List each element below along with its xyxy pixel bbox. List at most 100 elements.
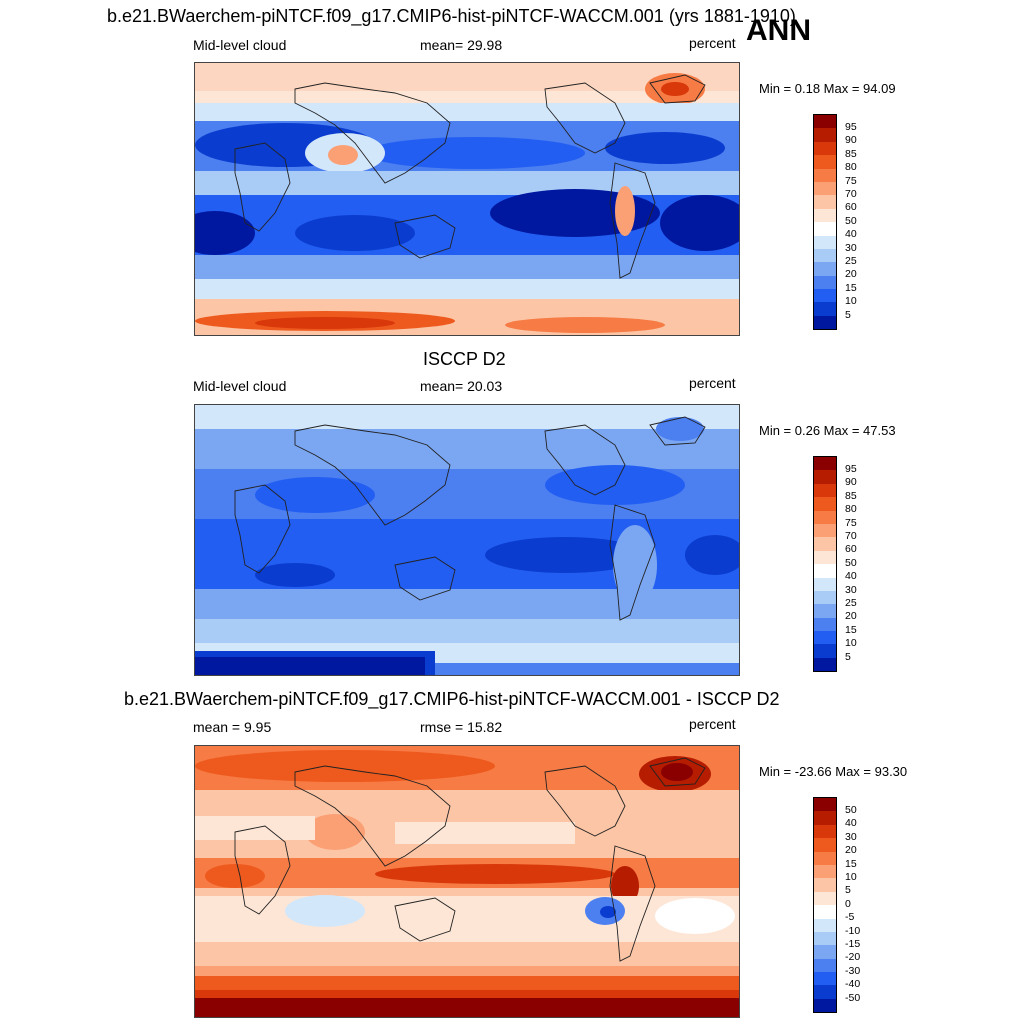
panel1-map <box>194 62 740 336</box>
colorbar-segment <box>814 128 836 142</box>
colorbar-segment <box>814 275 836 290</box>
panel3-mean-label: mean = 9.95 <box>193 719 272 735</box>
colorbar-tick-label: 40 <box>845 570 857 583</box>
colorbar-segment <box>814 537 836 551</box>
colorbar-tick-label: 30 <box>845 830 857 843</box>
colorbar-tick-label: -30 <box>845 964 861 977</box>
colorbar-tick-label: 95 <box>845 463 857 475</box>
colorbar-tick-label: 20 <box>845 268 857 281</box>
colorbar-segment <box>814 824 836 839</box>
colorbar-segment <box>814 631 836 645</box>
colorbar-tick-label: -15 <box>845 938 861 950</box>
colorbar-segment <box>814 998 836 1013</box>
panel2-map <box>194 404 740 676</box>
colorbar-segment <box>814 181 836 196</box>
colorbar-tick-label: 90 <box>845 134 857 147</box>
colorbar-tick-label: 90 <box>845 476 857 489</box>
panel3-map-svg <box>195 746 739 1017</box>
colorbar-segment <box>814 972 836 986</box>
colorbar-segment <box>814 644 836 658</box>
panel2-minmax: Min = 0.26 Max = 47.53 <box>759 423 896 438</box>
colorbar-segment <box>814 577 836 591</box>
colorbar-tick-label: 75 <box>845 174 857 187</box>
colorbar-segment <box>814 878 836 892</box>
colorbar-segment <box>814 457 836 471</box>
colorbar-tick-label: 40 <box>845 228 857 241</box>
panel3-map <box>194 745 740 1018</box>
colorbar-tick-label: 80 <box>845 161 857 174</box>
colorbar-segment <box>814 811 836 825</box>
panel2-variable-label: Mid-level cloud <box>193 378 287 394</box>
colorbar-segment <box>814 141 836 156</box>
panel2-title: ISCCP D2 <box>423 349 506 369</box>
colorbar-segment <box>814 918 836 932</box>
colorbar-segment <box>814 235 836 249</box>
panel1-units-label: percent <box>689 35 736 51</box>
colorbar-tick-label: 50 <box>845 804 857 816</box>
colorbar-tick-label: 5 <box>845 650 851 663</box>
colorbar-segment <box>814 891 836 906</box>
colorbar-segment <box>814 958 836 973</box>
colorbar-segment <box>814 550 836 565</box>
colorbar-tick-label: -5 <box>845 911 855 924</box>
colorbar-segment <box>814 168 836 182</box>
colorbar-segment <box>814 564 836 578</box>
colorbar-tick-label: -50 <box>845 991 861 1004</box>
page-title: b.e21.BWaerchem-piNTCF.f09_g17.CMIP6-his… <box>107 6 796 26</box>
panel3-title: b.e21.BWaerchem-piNTCF.f09_g17.CMIP6-his… <box>124 689 780 709</box>
colorbar-tick-label: 40 <box>845 817 857 830</box>
colorbar-segment <box>814 248 836 263</box>
colorbar-segment <box>814 864 836 879</box>
colorbar-segment <box>814 931 836 946</box>
colorbar-segment <box>814 945 836 959</box>
colorbar-segment <box>814 470 836 484</box>
colorbar-tick-label: 5 <box>845 308 851 321</box>
colorbar-segment <box>814 590 836 605</box>
colorbar-segment <box>814 289 836 303</box>
colorbar-segment <box>814 905 836 919</box>
panel3-minmax: Min = -23.66 Max = 93.30 <box>759 764 908 779</box>
panel1-minmax: Min = 0.18 Max = 94.09 <box>759 81 896 96</box>
colorbar-tick-label: 0 <box>845 897 851 910</box>
panel2-units-label: percent <box>689 375 736 391</box>
colorbar-tick-label: 70 <box>845 530 857 542</box>
colorbar-segment <box>814 115 836 129</box>
colorbar-segment <box>814 510 836 524</box>
panel3-units-label: percent <box>689 716 736 732</box>
colorbar-tick-label: 60 <box>845 543 857 556</box>
colorbar-tick-label: -10 <box>845 924 861 937</box>
colorbar-segment <box>814 985 836 999</box>
colorbar-tick-label: 25 <box>845 255 857 267</box>
panel3-rmse-label: rmse = 15.82 <box>420 719 503 735</box>
colorbar-tick-label: 85 <box>845 489 857 502</box>
panel1-variable-label: Mid-level cloud <box>193 37 287 53</box>
panel3-colorbar <box>813 797 837 1014</box>
panel2-mean-label: mean= 20.03 <box>420 378 503 394</box>
colorbar-tick-label: 75 <box>845 516 857 529</box>
colorbar-segment <box>814 222 836 236</box>
colorbar-tick-label: 70 <box>845 188 857 200</box>
panel1-colorbar <box>813 114 837 331</box>
colorbar-tick-label: 10 <box>845 637 857 650</box>
colorbar-segment <box>814 315 836 330</box>
colorbar-tick-label: 30 <box>845 241 857 254</box>
colorbar-tick-label: 15 <box>845 857 857 870</box>
colorbar-tick-label: 20 <box>845 844 857 857</box>
colorbar-tick-label: 5 <box>845 884 851 897</box>
colorbar-tick-label: 50 <box>845 214 857 227</box>
colorbar-segment <box>814 302 836 316</box>
panel2-map-svg <box>195 405 739 675</box>
colorbar-segment <box>814 851 836 865</box>
colorbar-tick-label: 30 <box>845 583 857 596</box>
colorbar-tick-label: 85 <box>845 147 857 160</box>
colorbar-segment <box>814 195 836 209</box>
colorbar-tick-label: 60 <box>845 201 857 214</box>
panel1-mean-label: mean= 29.98 <box>420 37 503 53</box>
colorbar-tick-label: -20 <box>845 951 861 964</box>
colorbar-segment <box>814 604 836 618</box>
colorbar-segment <box>814 155 836 169</box>
colorbar-segment <box>814 497 836 511</box>
colorbar-tick-label: 50 <box>845 556 857 569</box>
colorbar-tick-label: 80 <box>845 503 857 516</box>
colorbar-tick-label: 10 <box>845 295 857 308</box>
